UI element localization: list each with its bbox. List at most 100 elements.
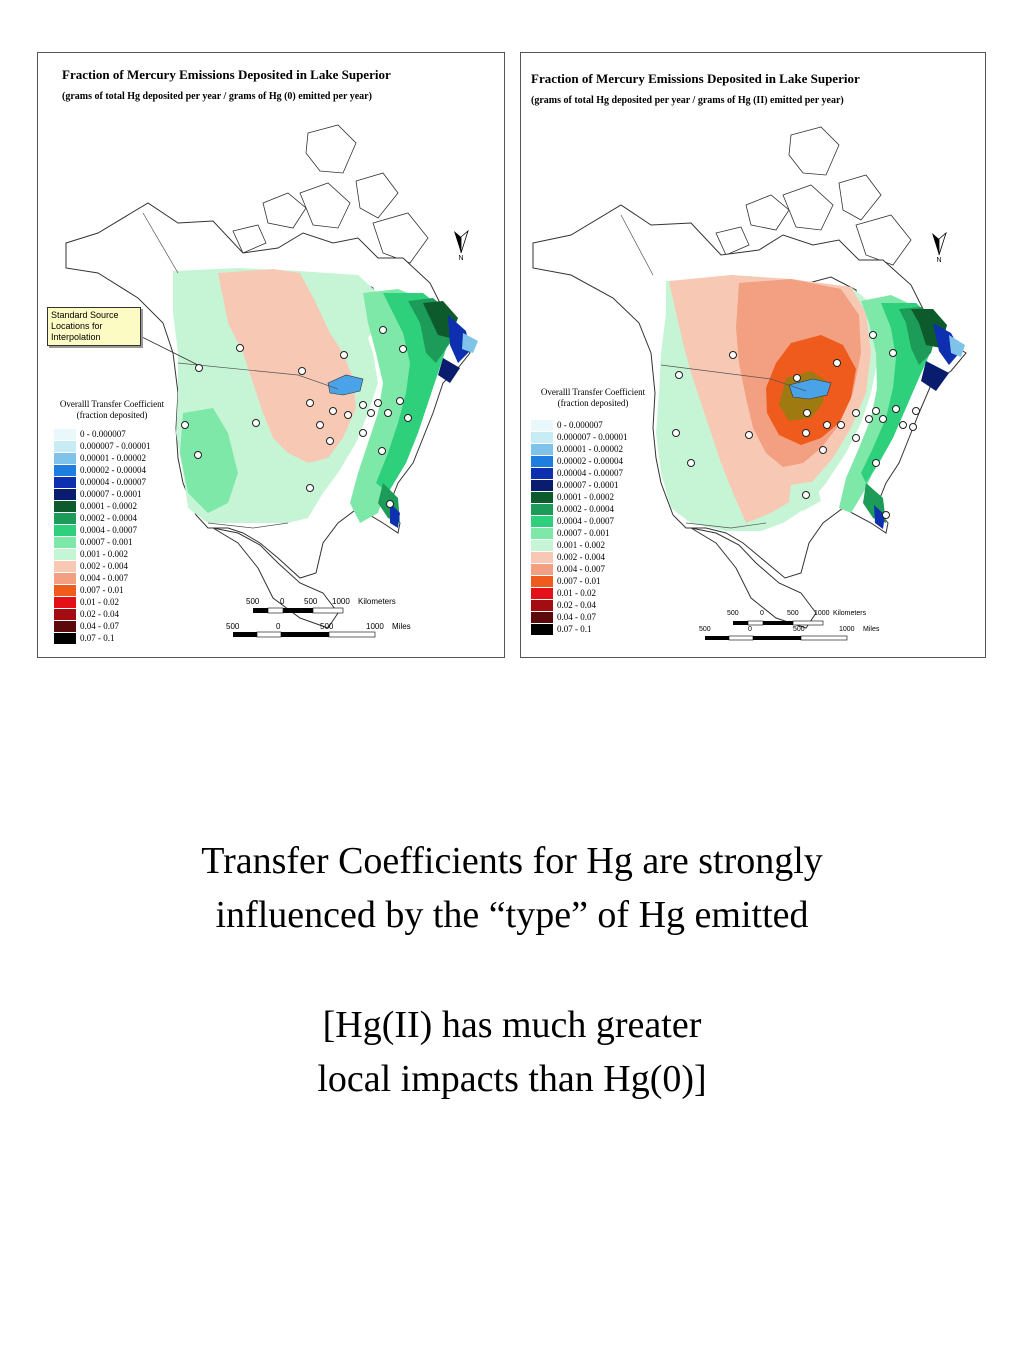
legend-label: 0.0007 - 0.001 bbox=[557, 528, 610, 538]
legend-swatch bbox=[531, 479, 553, 491]
caption-line: Transfer Coefficients for Hg are strongl… bbox=[201, 840, 823, 882]
map-panel-hg0: Fraction of Mercury Emissions Deposited … bbox=[37, 52, 505, 658]
legend-title: Overalll Transfer Coefficient (fraction … bbox=[59, 399, 165, 420]
legend-swatch bbox=[531, 527, 553, 539]
legend-label: 0.07 - 0.1 bbox=[80, 633, 115, 643]
legend-label: 0.0004 - 0.0007 bbox=[80, 525, 137, 535]
north-arrow-icon bbox=[454, 231, 461, 253]
km-tick: 1000 bbox=[332, 597, 350, 606]
legend-label: 0 - 0.000007 bbox=[80, 429, 126, 439]
legend-swatch bbox=[54, 476, 76, 488]
mile-tick: 1000 bbox=[366, 622, 384, 631]
legend-label: 0.002 - 0.004 bbox=[80, 561, 128, 571]
legend-label: 0.02 - 0.04 bbox=[80, 609, 119, 619]
legend-swatch bbox=[531, 419, 553, 431]
lake-superior bbox=[788, 378, 832, 400]
legend-item: 0.000007 - 0.00001 bbox=[54, 440, 151, 452]
km-tick: 0 bbox=[760, 610, 764, 617]
legend-item: 0.0001 - 0.0002 bbox=[54, 500, 137, 512]
contour-0.00001-0.00002 bbox=[462, 333, 478, 353]
km-tick: 0 bbox=[280, 597, 285, 606]
north-label: N bbox=[936, 257, 942, 264]
arctic-island bbox=[838, 174, 882, 221]
arctic-island bbox=[745, 194, 790, 231]
legend-swatch bbox=[531, 599, 553, 611]
legend-label: 0.00007 - 0.0001 bbox=[80, 489, 142, 499]
km-tick: 500 bbox=[787, 610, 799, 617]
legend-swatch bbox=[531, 611, 553, 623]
legend-swatch bbox=[54, 428, 76, 440]
scale-bar-miles bbox=[705, 635, 848, 641]
legend-swatch bbox=[54, 524, 76, 536]
map-title: Fraction of Mercury Emissions Deposited … bbox=[62, 67, 391, 82]
km-tick: 500 bbox=[246, 597, 260, 606]
legend-swatch bbox=[54, 488, 76, 500]
mile-tick: 500 bbox=[793, 626, 805, 633]
us-mexico-border bbox=[685, 522, 767, 529]
arctic-island bbox=[782, 184, 834, 231]
scale-bar-miles bbox=[233, 631, 376, 638]
legend-item: 0.004 - 0.007 bbox=[54, 572, 128, 584]
legend-item: 0.0007 - 0.001 bbox=[531, 527, 610, 539]
contour-0.00007-0.0001 bbox=[438, 358, 460, 383]
contour-0.00001-0.00002 bbox=[949, 335, 965, 357]
legend-label: 0.00002 - 0.00004 bbox=[80, 465, 146, 475]
km-unit: Kilometers bbox=[833, 610, 867, 617]
contour-0.00007-0.0001 bbox=[921, 361, 949, 391]
legend-label: 0.0001 - 0.0002 bbox=[557, 492, 614, 502]
legend-item: 0.00001 - 0.00002 bbox=[54, 452, 146, 464]
legend-label: 0.001 - 0.002 bbox=[80, 549, 128, 559]
km-tick: 500 bbox=[304, 597, 318, 606]
legend-item: 0.00004 - 0.00007 bbox=[531, 467, 623, 479]
legend-item: 0 - 0.000007 bbox=[531, 419, 603, 431]
legend-swatch bbox=[54, 596, 76, 608]
legend-label: 0 - 0.000007 bbox=[557, 420, 603, 430]
mile-tick: 0 bbox=[276, 622, 281, 631]
arctic-island bbox=[788, 126, 840, 176]
legend-item: 0.02 - 0.04 bbox=[531, 599, 596, 611]
legend-swatch bbox=[531, 431, 553, 443]
legend-item: 0.002 - 0.004 bbox=[54, 560, 128, 572]
callout-leader bbox=[133, 332, 199, 366]
legend-swatch bbox=[531, 443, 553, 455]
us-canada-border bbox=[660, 364, 807, 392]
km-tick: 1000 bbox=[814, 610, 830, 617]
mile-tick: 0 bbox=[748, 626, 752, 633]
arctic-island bbox=[305, 124, 357, 174]
legend-swatch bbox=[54, 500, 76, 512]
legend-swatch bbox=[54, 452, 76, 464]
legend-label: 0.0004 - 0.0007 bbox=[557, 516, 614, 526]
legend-label: 0.004 - 0.007 bbox=[557, 564, 605, 574]
map-panel-hg2: Fraction of Mercury Emissions Deposited … bbox=[520, 52, 986, 658]
legend-title: Overalll Transfer Coefficient (fraction … bbox=[540, 387, 646, 408]
legend-label: 0.00007 - 0.0001 bbox=[557, 480, 619, 490]
mile-tick: 500 bbox=[320, 622, 334, 631]
legend-item: 0.0002 - 0.0004 bbox=[531, 503, 614, 515]
legend-item: 0.00004 - 0.00007 bbox=[54, 476, 146, 488]
alaska-border bbox=[620, 214, 654, 276]
legend-swatch bbox=[54, 584, 76, 596]
legend-label: 0.004 - 0.007 bbox=[80, 573, 128, 583]
map-subtitle: (grams of total Hg deposited per year / … bbox=[531, 95, 844, 106]
legend-swatch bbox=[531, 455, 553, 467]
arctic-island bbox=[355, 172, 399, 219]
legend-item: 0.07 - 0.1 bbox=[54, 632, 115, 644]
legend-swatch bbox=[531, 563, 553, 575]
source-points bbox=[181, 326, 412, 508]
arctic-island bbox=[372, 212, 429, 264]
legend-label: 0.007 - 0.01 bbox=[80, 585, 124, 595]
contour-0.00004-0.00007 bbox=[448, 315, 470, 363]
legend-item: 0.001 - 0.002 bbox=[531, 539, 605, 551]
arctic-island bbox=[299, 182, 351, 229]
legend-item: 0.004 - 0.007 bbox=[531, 563, 605, 575]
contour-0.002-0.004 bbox=[218, 269, 356, 463]
arctic-island bbox=[232, 224, 267, 254]
legend-swatch bbox=[531, 551, 553, 563]
legend-label: 0.000007 - 0.00001 bbox=[557, 432, 628, 442]
legend-item: 0.00001 - 0.00002 bbox=[531, 443, 623, 455]
legend-swatch bbox=[54, 572, 76, 584]
source-locations-callout: Standard Source Locations for Interpolat… bbox=[47, 307, 141, 346]
legend-swatch bbox=[531, 539, 553, 551]
legend-item: 0.00002 - 0.00004 bbox=[531, 455, 623, 467]
km-unit: Kilometers bbox=[358, 597, 396, 606]
